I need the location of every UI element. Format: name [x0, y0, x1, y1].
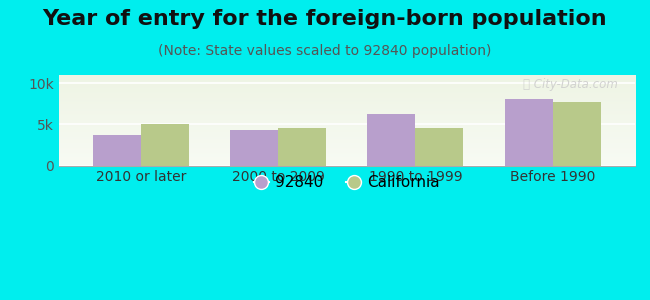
- Text: Year of entry for the foreign-born population: Year of entry for the foreign-born popul…: [43, 9, 607, 29]
- Text: (Note: State values scaled to 92840 population): (Note: State values scaled to 92840 popu…: [159, 44, 491, 58]
- Bar: [415, 128, 463, 166]
- Text: ⓘ City-Data.com: ⓘ City-Data.com: [523, 78, 618, 91]
- Bar: [278, 128, 326, 166]
- Bar: [230, 130, 278, 166]
- Legend: 92840, California: 92840, California: [248, 169, 446, 196]
- Bar: [93, 135, 141, 166]
- Bar: [504, 99, 552, 166]
- Bar: [552, 102, 601, 166]
- Bar: [141, 124, 189, 166]
- Bar: [367, 114, 415, 166]
